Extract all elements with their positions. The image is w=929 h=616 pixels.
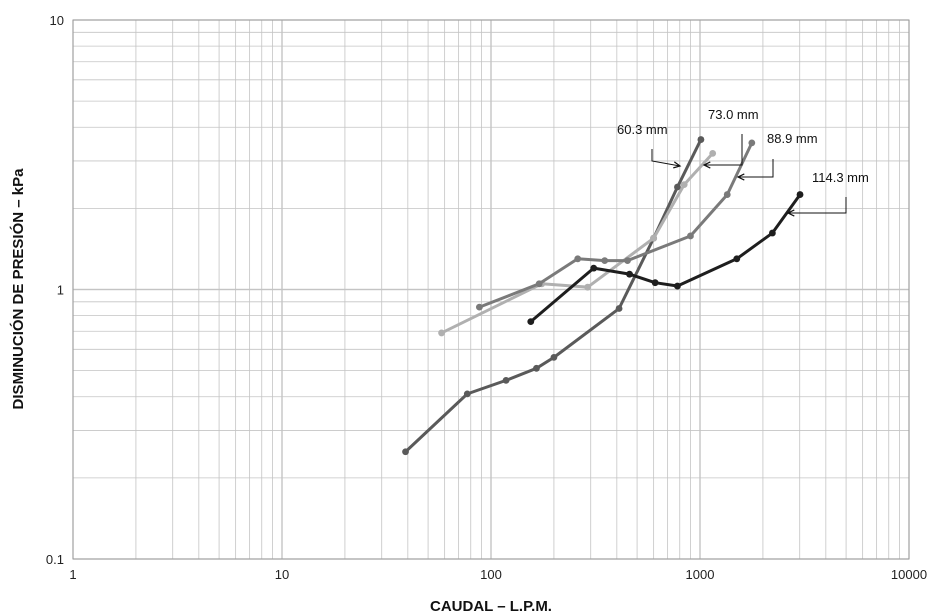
series-line [529, 193, 802, 324]
data-point [438, 329, 445, 337]
arrow-head [702, 161, 711, 169]
y-axis-title: DISMINUCIÓN DE PRESIÓN – kPa [9, 168, 27, 410]
series-lines [402, 136, 804, 456]
data-point [601, 257, 609, 265]
data-point [733, 255, 741, 263]
data-point [527, 318, 535, 326]
data-point [590, 264, 598, 272]
data-point [402, 448, 409, 456]
data-point [796, 191, 804, 198]
data-point [584, 283, 592, 291]
x-axis-title: CAUDAL – L.P.M. [430, 598, 552, 615]
data-point [723, 191, 731, 198]
x-tick-label: 1000 [686, 567, 715, 582]
data-point [674, 282, 681, 290]
x-tick-label: 100 [480, 567, 502, 582]
data-point [574, 255, 582, 263]
data-point [463, 390, 471, 398]
arrow-head [786, 209, 795, 217]
data-point [650, 234, 658, 242]
data-point [535, 280, 543, 288]
y-tick-label: 10 [50, 13, 64, 28]
data-point [680, 181, 688, 189]
data-point [475, 303, 483, 311]
plot-frame [72, 19, 910, 560]
data-point [550, 353, 558, 361]
y-tick-labels: 0.1 1 10 [46, 13, 64, 567]
data-point [533, 364, 540, 372]
data-point [502, 376, 510, 384]
leader-line [704, 134, 743, 166]
series-line [477, 141, 754, 309]
series-label: 73.0 mm [708, 107, 759, 122]
arrow-head [673, 161, 682, 169]
data-point [615, 305, 623, 312]
data-point [748, 139, 756, 147]
series-line [440, 151, 715, 335]
x-tick-label: 10000 [891, 567, 927, 582]
x-tick-labels: 1 10 100 1000 10000 [69, 567, 927, 582]
data-point [626, 270, 633, 278]
data-point [651, 279, 659, 287]
series-labels: 60.3 mm 73.0 mm 88.9 mm 114.3 mm [617, 107, 869, 217]
data-point [697, 136, 705, 143]
arrow-head [736, 173, 745, 181]
series-label: 114.3 mm [812, 170, 869, 185]
leader-line [738, 159, 774, 178]
series-label: 60.3 mm [617, 122, 668, 137]
data-point [687, 232, 694, 240]
data-point [674, 183, 681, 191]
grid-lines [72, 19, 910, 560]
y-tick-label: 1 [57, 283, 64, 298]
leader-line [788, 197, 847, 214]
x-tick-label: 10 [275, 567, 289, 582]
x-tick-label: 1 [69, 567, 76, 582]
series-label: 88.9 mm [767, 131, 818, 146]
data-point [709, 149, 717, 157]
leader-line [651, 149, 681, 167]
data-point [624, 257, 631, 265]
data-point [768, 229, 776, 237]
y-tick-label: 0.1 [46, 552, 64, 567]
